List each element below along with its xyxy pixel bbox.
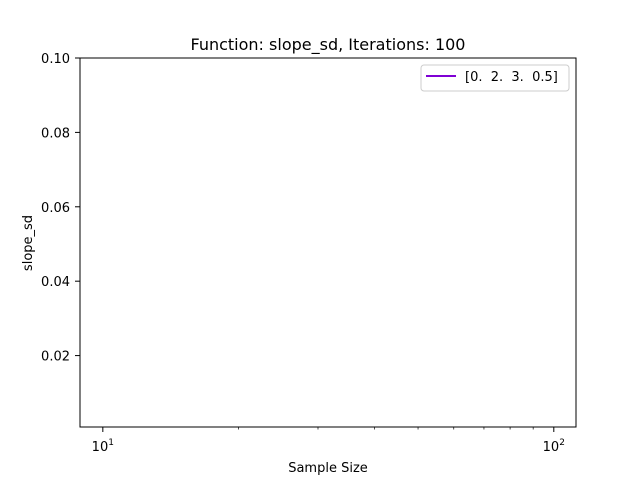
y-tick-label: 0.08 (41, 126, 70, 141)
x-tick-label: 101 (92, 438, 114, 455)
y-tick-label: 0.04 (41, 275, 70, 290)
y-tick-label: 0.02 (41, 350, 70, 365)
x-tick-label-base: 10 (543, 440, 560, 455)
chart-title: Function: slope_sd, Iterations: 100 (191, 35, 466, 55)
y-tick-label: 0.10 (41, 52, 70, 67)
x-tick-label: 102 (543, 438, 565, 455)
y-axis-ticks: 0.02 0.04 0.06 0.08 0.10 (41, 52, 80, 365)
plot-area-frame (79, 57, 577, 428)
x-tick-label-exponent: 2 (559, 438, 565, 448)
y-axis-label: slope_sd (21, 215, 36, 271)
x-tick-label-base: 10 (92, 440, 109, 455)
legend-series-label: [0. 2. 3. 0.5] (465, 70, 558, 85)
x-tick-label-exponent: 1 (108, 438, 114, 448)
y-tick-label: 0.06 (41, 201, 70, 216)
legend: [0. 2. 3. 0.5] (420, 64, 570, 92)
legend-box (420, 64, 570, 92)
x-axis-label: Sample Size (288, 461, 368, 476)
